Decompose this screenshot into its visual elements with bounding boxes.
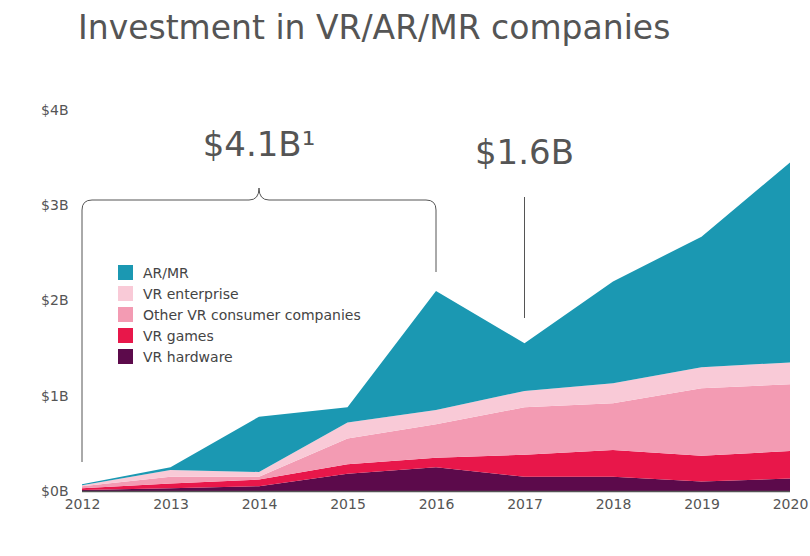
svg-text:$4.1B¹: $4.1B¹ <box>203 124 316 164</box>
svg-text:2019: 2019 <box>684 496 720 512</box>
svg-text:$3B: $3B <box>41 197 68 213</box>
svg-text:2018: 2018 <box>596 496 632 512</box>
svg-text:2013: 2013 <box>153 496 189 512</box>
svg-text:$0B: $0B <box>41 483 69 499</box>
svg-text:2012: 2012 <box>65 496 101 512</box>
html-text:VR games: VR games <box>143 327 214 344</box>
svg-text:2017: 2017 <box>507 496 543 512</box>
svg-text:$4B: $4B <box>41 102 68 118</box>
svg-text:2020: 2020 <box>773 496 809 512</box>
svg-text:$2B: $2B <box>41 292 68 308</box>
svg-text:2016: 2016 <box>419 496 455 512</box>
html-text:Other VR consumer companies: Other VR consumer companies <box>143 306 361 323</box>
html-text:Investment in VR/AR/MR compani: Investment in VR/AR/MR companies <box>78 8 671 47</box>
html-text:VR hardware: VR hardware <box>143 348 233 365</box>
svg-text:$1.6B: $1.6B <box>475 132 574 172</box>
html-text:AR/MR: AR/MR <box>143 264 189 281</box>
svg-text:2014: 2014 <box>242 496 278 512</box>
svg-text:$1B: $1B <box>41 388 68 404</box>
svg-text:2015: 2015 <box>330 496 366 512</box>
html-text:VR enterprise: VR enterprise <box>143 285 239 302</box>
